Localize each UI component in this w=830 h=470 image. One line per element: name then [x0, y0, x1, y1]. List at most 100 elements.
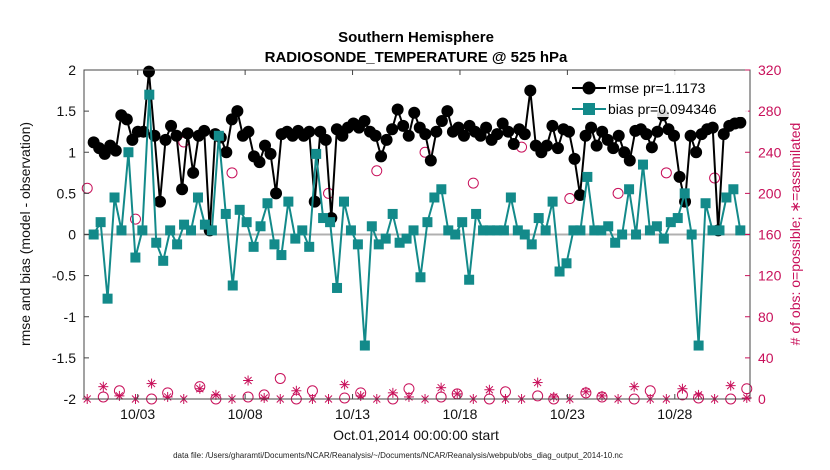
obs-possible-point: [371, 165, 383, 177]
bias-point: [311, 148, 322, 159]
bias-point: [359, 340, 370, 351]
bias-point: [422, 217, 433, 228]
rmse-layer: [87, 65, 747, 237]
y-axis-label: rmse and bias (model - observation): [17, 122, 33, 346]
legend-bias-marker: [583, 103, 595, 115]
bias-point: [644, 225, 655, 236]
bias-point: [665, 217, 676, 228]
bias-point: [672, 213, 683, 224]
obs-assimilated-point: [580, 386, 591, 397]
bias-point: [589, 225, 600, 236]
bias-point: [109, 192, 120, 203]
bias-point: [248, 241, 259, 252]
y-tick-label: -0.5: [52, 268, 76, 284]
bias-line: [92, 94, 742, 346]
rmse-point: [408, 106, 421, 119]
bias-point: [206, 225, 217, 236]
bias-point: [269, 239, 280, 250]
rmse-point: [574, 189, 587, 202]
obs-assimilated-point: [532, 377, 543, 388]
rmse-point: [181, 127, 194, 140]
plot-area: [81, 65, 753, 405]
rmse-point: [159, 133, 172, 146]
rmse-point: [109, 144, 122, 157]
rmse-point: [430, 125, 443, 138]
bias-point: [436, 184, 447, 195]
bias-point: [394, 237, 405, 248]
obs-assimilated-point: [452, 388, 463, 399]
bias-point: [561, 258, 572, 269]
bias-point: [373, 239, 384, 250]
bias-point: [408, 225, 419, 236]
rmse-point: [568, 152, 581, 165]
obs-possible-point: [274, 372, 286, 384]
bias-point: [568, 225, 579, 236]
bias-point: [429, 192, 440, 203]
bias-point: [262, 198, 273, 209]
obs-assimilated-point: [484, 384, 495, 395]
y-tick-labels: -2 -1.5 -1 -0.5 0 0.5 1 1.5 2: [52, 62, 76, 407]
rmse-point: [612, 129, 625, 142]
rmse-point: [734, 116, 747, 129]
obs-assimilated-point: [114, 390, 125, 401]
rmse-point: [706, 121, 719, 134]
y-tick-label: 1.5: [57, 103, 77, 119]
bias-point: [95, 217, 106, 228]
bias-point: [651, 221, 662, 232]
rmse-point: [684, 129, 697, 142]
bias-point: [338, 196, 349, 207]
rmse-point: [253, 156, 266, 169]
bias-point: [366, 221, 377, 232]
y-right-tick-label: 160: [758, 227, 782, 243]
bias-point: [596, 225, 607, 236]
bias-point: [158, 255, 169, 266]
y-tick-label: -1.5: [52, 350, 76, 366]
rmse-point: [502, 125, 515, 138]
rmse-point: [623, 154, 636, 167]
rmse-point: [397, 119, 410, 132]
bias-point: [304, 241, 315, 252]
bias-point: [658, 233, 669, 244]
obs-assimilated-point: [677, 383, 688, 394]
bias-point: [401, 233, 412, 244]
bias-point: [735, 225, 746, 236]
rmse-point: [480, 121, 493, 134]
x-tick-label: 10/03: [120, 406, 155, 422]
rmse-point: [380, 133, 393, 146]
obs-assimilated-point: [403, 391, 414, 402]
obs-assimilated-point: [162, 391, 173, 402]
bias-point: [332, 282, 343, 293]
bias-point: [137, 225, 148, 236]
y-right-tick-label: 320: [758, 62, 782, 78]
bias-point: [519, 229, 530, 240]
bias-point: [192, 192, 203, 203]
bias-point: [457, 217, 468, 228]
obs-assimilated-point: [725, 380, 736, 391]
rmse-point: [668, 129, 681, 142]
bias-point: [707, 225, 718, 236]
bias-point: [603, 221, 614, 232]
bias-point: [700, 198, 711, 209]
rmse-point: [457, 129, 470, 142]
bias-point: [227, 280, 238, 291]
bias-point: [617, 229, 628, 240]
bias-point: [721, 192, 732, 203]
y-tick-label: -2: [64, 391, 77, 407]
y-right-tick-labels: 0 40 80 120 160 200 240 280 320: [758, 62, 782, 407]
bias-point: [505, 192, 516, 203]
rmse-point: [585, 121, 598, 134]
obs-possible-point: [660, 167, 672, 179]
obs-possible-point: [612, 187, 624, 199]
obs-assimilated-point: [98, 381, 109, 392]
x-tick-labels: 10/03 10/08 10/13 10/18 10/23 10/28: [120, 406, 692, 422]
bias-point: [464, 274, 475, 285]
bias-point: [199, 219, 210, 230]
obs-assimilated-point: [210, 389, 221, 400]
bias-point: [255, 221, 266, 232]
bias-point: [325, 217, 336, 228]
bias-point: [485, 225, 496, 236]
rmse-point: [369, 129, 382, 142]
obs-assimilated-point: [629, 381, 640, 392]
y-axis-right-label: # of obs: o=possible; ∗=assimilated: [787, 123, 803, 346]
rmse-point: [441, 105, 454, 118]
